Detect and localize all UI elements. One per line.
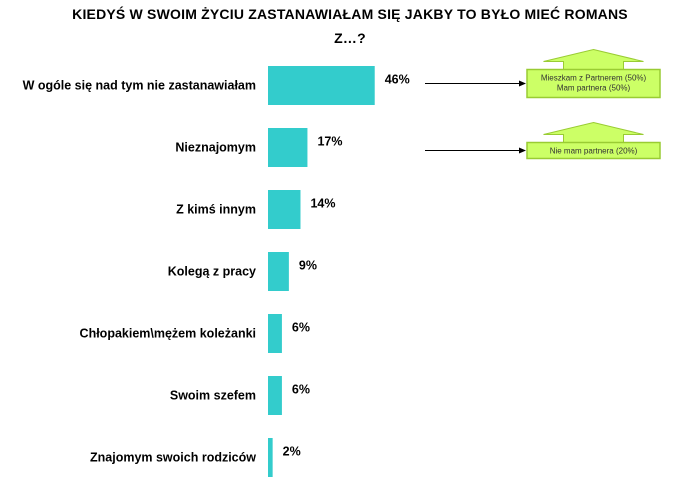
up-arrow-icon	[543, 48, 644, 70]
category-label: Nieznajomym	[175, 141, 256, 155]
value-label: 2%	[283, 445, 301, 459]
value-label: 17%	[317, 135, 342, 149]
value-label: 46%	[385, 73, 410, 87]
value-label: 6%	[292, 383, 310, 397]
annotation-text: Mieszkam z Partnerem (50%)	[541, 74, 647, 83]
category-label: Z kimś innym	[176, 203, 256, 217]
annotation-text: Mam partnera (50%)	[557, 84, 631, 93]
bar	[268, 376, 282, 415]
category-label: Znajomym swoich rodziców	[90, 451, 256, 465]
value-label: 6%	[292, 321, 310, 335]
annotation-box	[526, 141, 661, 160]
chart-title-line1: KIEDYŚ W SWOIM ŻYCIU ZASTANAWIAŁAM SIĘ J…	[72, 6, 628, 22]
bar	[268, 314, 282, 353]
category-label: Swoim szefem	[170, 389, 256, 403]
bar	[268, 66, 375, 105]
chart-title-line2: Z…?	[334, 30, 366, 46]
value-label: 9%	[299, 259, 317, 273]
up-arrow-icon	[543, 121, 644, 143]
bar	[268, 252, 289, 291]
annotation-text: Nie mam partnera (20%)	[550, 147, 638, 156]
annotation-box	[526, 68, 661, 99]
category-label: W ogóle się nad tym nie zastanawiałam	[23, 79, 256, 93]
arrowhead-icon	[519, 147, 526, 154]
bar	[268, 438, 273, 477]
arrowhead-icon	[519, 80, 526, 87]
value-label: 14%	[310, 197, 335, 211]
category-label: Kolegą z pracy	[168, 265, 256, 279]
bar	[268, 128, 308, 167]
bar	[268, 190, 301, 229]
category-label: Chłopakiem\mężem koleżanki	[80, 327, 256, 341]
